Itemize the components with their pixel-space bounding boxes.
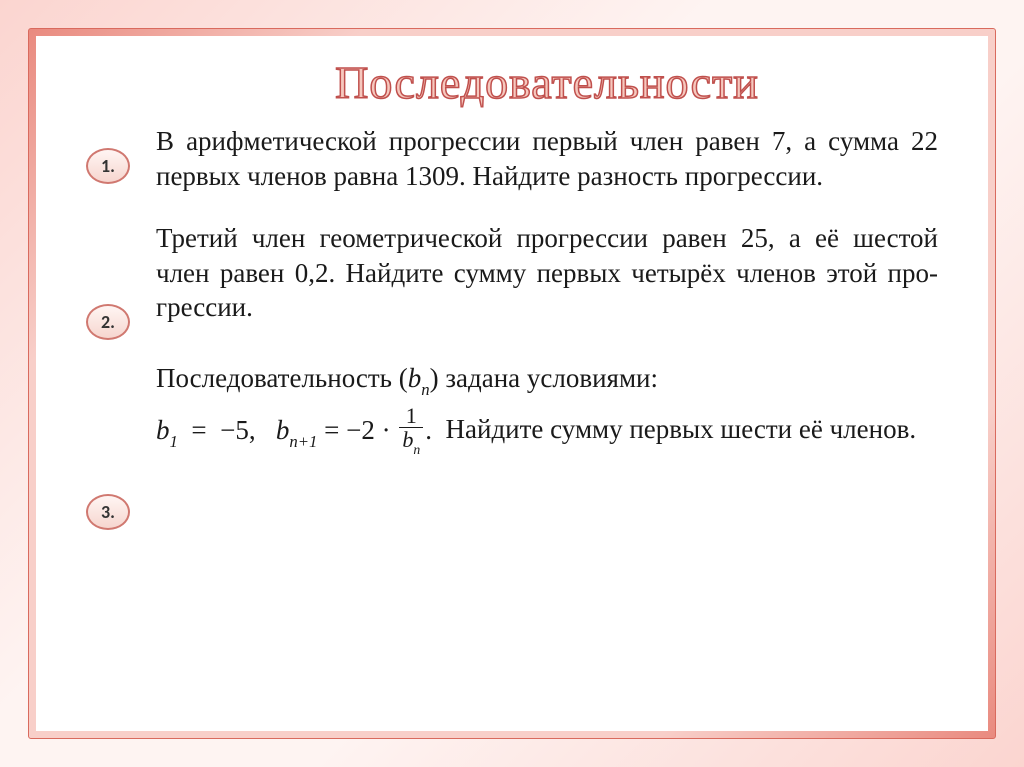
p3-frac-num: 1: [399, 404, 423, 428]
badge-1-num: 1.: [101, 155, 115, 177]
p3-eq2-var: b: [276, 415, 290, 445]
p3-eq1-rhs: −5: [220, 415, 249, 445]
problem-2-text: Третий член геометрической прогрессии ра…: [156, 221, 938, 325]
badge-2-num: 2.: [101, 311, 115, 333]
outer-frame: Последовательности 1. В арифметической п…: [28, 28, 996, 739]
p3-formula-line: b1 = −5, bn+1 = −2 · 1bn.: [156, 405, 432, 459]
p3-seq-sub: n: [421, 380, 429, 399]
problem-1-text: В арифметической прогрессии первый член …: [156, 124, 938, 193]
p3-frac-den-var: b: [402, 427, 413, 452]
p3-seq-var: b: [408, 363, 422, 393]
p3-frac-den: bn: [399, 428, 423, 456]
p3-fraction: 1bn: [399, 404, 423, 456]
p3-eq2-coef: −2: [346, 415, 375, 445]
p3-eq1-var: b: [156, 415, 170, 445]
problem-3-text: Последовательность (bn) задана условиями…: [156, 353, 938, 459]
p3-intro-before: Последовательность (: [156, 363, 408, 393]
badge-2: 2.: [86, 304, 130, 340]
p3-eq2-sub: n+1: [289, 432, 317, 451]
p3-eq1-sub: 1: [170, 432, 178, 451]
inner-frame: Последовательности 1. В арифметической п…: [36, 36, 988, 731]
badge-3: 3.: [86, 494, 130, 530]
p3-tail: Найдите сумму пер­вых шести её членов.: [446, 414, 917, 444]
badge-3-num: 3.: [101, 501, 115, 523]
p3-frac-den-sub: n: [413, 442, 420, 457]
badge-1: 1.: [86, 148, 130, 184]
slide-title: Последовательности: [156, 56, 938, 110]
p3-intro-after: ) задана условиями:: [430, 363, 658, 393]
